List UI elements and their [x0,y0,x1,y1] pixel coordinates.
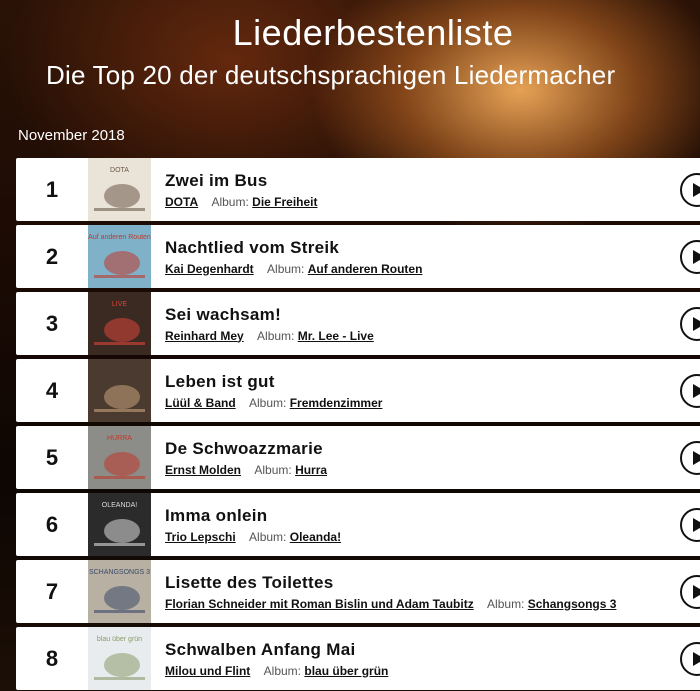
rank-number: 4 [45,377,59,403]
album-cover[interactable]: HURRA [88,426,151,489]
entry-info: De Schwoazzmarie Ernst Molden Album: Hur… [165,439,700,477]
album-cover[interactable] [88,359,151,422]
album-cover-art: Auf anderen Routen [88,225,151,288]
album-link[interactable]: Hurra [295,462,328,477]
entry-info: Imma onlein Trio Lepschi Album: Oleanda! [165,506,700,544]
chart-entry-3: 3 LIVE Sei wachsam! Reinhard Mey Album: … [16,292,700,355]
album-label: Album: [211,194,249,209]
rank-number: 8 [45,645,59,671]
entry-info: Zwei im Bus DOTA Album: Die Freiheit [165,171,700,209]
album-label: Album: [267,261,305,276]
entry-meta: Lüül & Band Album: Fremdenzimmer [165,396,700,410]
entry-info: Lisette des Toilettes Florian Schneider … [165,573,700,611]
song-title: Sei wachsam! [165,304,282,324]
album-cover-art: SCHANGSONGS 3 [88,560,151,623]
artist-link[interactable]: Milou und Flint [165,663,251,678]
artist-link[interactable]: Lüül & Band [165,395,236,410]
song-title: Schwalben Anfang Mai [165,639,356,659]
chart-entry-1: 1 DOTA Zwei im Bus DOTA Album: Die Freih… [16,158,700,221]
rank-number: 5 [45,444,59,470]
chart-entry-6: 6 OLEANDA! Imma onlein Trio Lepschi Albu… [16,493,700,556]
rank-number: 2 [45,243,59,269]
album-cover-art: OLEANDA! [88,493,151,556]
rank-number: 7 [45,578,59,604]
album-cover[interactable]: LIVE [88,292,151,355]
album-label: Album: [257,328,295,343]
album-label: Album: [254,462,292,477]
album-cover-logo-text: HURRA [107,435,132,442]
album-cover[interactable]: Auf anderen Routen [88,225,151,288]
album-link[interactable]: Oleanda! [289,529,342,544]
album-label: Album: [487,596,525,611]
album-link[interactable]: Auf anderen Routen [307,261,423,276]
chart-list: 1 DOTA Zwei im Bus DOTA Album: Die Freih… [16,158,700,691]
album-cover[interactable]: blau über grün [88,627,151,690]
chart-entry-7: 7 SCHANGSONGS 3 Lisette des Toilettes Fl… [16,560,700,623]
entry-meta: Florian Schneider mit Roman Bislin und A… [165,597,700,611]
album-link[interactable]: Mr. Lee - Live [297,328,374,343]
album-cover-logo-text: SCHANGSONGS 3 [89,569,150,576]
chart-entry-4: 4 Leben ist gut Lüül & Band Album: Fremd… [16,359,700,422]
album-link[interactable]: blau über grün [304,663,389,678]
album-cover-logo-text: DOTA [110,167,129,174]
entry-meta: Kai Degenhardt Album: Auf anderen Routen [165,262,700,276]
entry-info: Leben ist gut Lüül & Band Album: Fremden… [165,372,700,410]
song-title: De Schwoazzmarie [165,438,323,458]
album-cover-logo-text: blau über grün [97,636,142,643]
album-cover[interactable]: SCHANGSONGS 3 [88,560,151,623]
album-cover-art: LIVE [88,292,151,355]
song-title: Imma onlein [165,505,268,525]
album-cover[interactable]: OLEANDA! [88,493,151,556]
artist-link[interactable]: Trio Lepschi [165,529,236,544]
chart-entry-5: 5 HURRA De Schwoazzmarie Ernst Molden Al… [16,426,700,489]
album-cover-art [88,359,151,422]
album-label: Album: [249,529,287,544]
page-title: Liederbestenliste [232,12,514,53]
rank-number: 6 [45,511,59,537]
artist-link[interactable]: Reinhard Mey [165,328,244,343]
album-label: Album: [263,663,302,678]
entry-meta: Reinhard Mey Album: Mr. Lee - Live [165,329,700,343]
entry-info: Nachtlied vom Streik Kai Degenhardt Albu… [165,238,700,276]
chart-entry-2: 2 Auf anderen Routen Nachtlied vom Strei… [16,225,700,288]
song-title: Zwei im Bus [165,170,268,190]
chart-entry-8: 8 blau über grün Schwalben Anfang Mai Mi… [16,627,700,690]
entry-meta: DOTA Album: Die Freiheit [165,195,700,209]
entry-meta: Milou und Flint Album: blau über grün [165,664,700,678]
album-cover-logo-text: OLEANDA! [102,502,137,509]
album-link[interactable]: Fremdenzimmer [289,395,383,410]
entry-meta: Trio Lepschi Album: Oleanda! [165,530,700,544]
page-header: Liederbestenliste Die Top 20 der deutsch… [0,0,700,160]
album-link[interactable]: Schangsongs 3 [527,596,617,611]
rank-number: 1 [45,176,59,202]
song-title: Leben ist gut [165,371,275,391]
song-title: Nachtlied vom Streik [165,237,340,257]
artist-link[interactable]: Ernst Molden [165,462,242,477]
album-cover-logo-text: Auf anderen Routen [88,234,151,241]
album-cover-art: blau über grün [88,627,151,690]
album-link[interactable]: Die Freiheit [252,194,318,209]
album-label: Album: [249,395,287,410]
artist-link[interactable]: DOTA [165,194,199,209]
page-subtitle: Die Top 20 der deutschsprachigen Liederm… [46,60,616,90]
album-cover-art: HURRA [88,426,151,489]
song-title: Lisette des Toilettes [165,572,334,592]
rank-number: 3 [45,310,59,336]
album-cover-logo-text: LIVE [112,301,128,308]
artist-link[interactable]: Kai Degenhardt [165,261,254,276]
entry-info: Schwalben Anfang Mai Milou und Flint Alb… [165,640,700,678]
album-cover[interactable]: DOTA [88,158,151,221]
album-cover-art: DOTA [88,158,151,221]
chart-month: November 2018 [18,127,125,144]
artist-link[interactable]: Florian Schneider mit Roman Bislin und A… [165,596,474,611]
entry-meta: Ernst Molden Album: Hurra [165,463,700,477]
entry-info: Sei wachsam! Reinhard Mey Album: Mr. Lee… [165,305,700,343]
